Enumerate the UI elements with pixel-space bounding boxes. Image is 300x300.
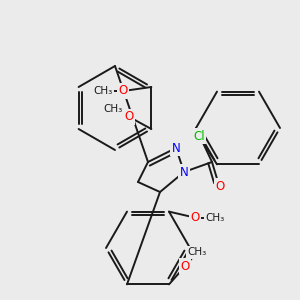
Text: O: O [119,85,128,98]
Text: O: O [215,179,225,193]
Text: N: N [180,166,188,178]
Text: CH₃: CH₃ [104,104,123,114]
Text: O: O [180,260,190,273]
Text: O: O [125,110,134,124]
Text: Cl: Cl [193,130,205,143]
Text: O: O [190,211,200,224]
Text: CH₃: CH₃ [188,248,207,257]
Text: CH₃: CH₃ [94,86,113,96]
Text: CH₃: CH₃ [206,213,225,223]
Text: N: N [172,142,180,154]
